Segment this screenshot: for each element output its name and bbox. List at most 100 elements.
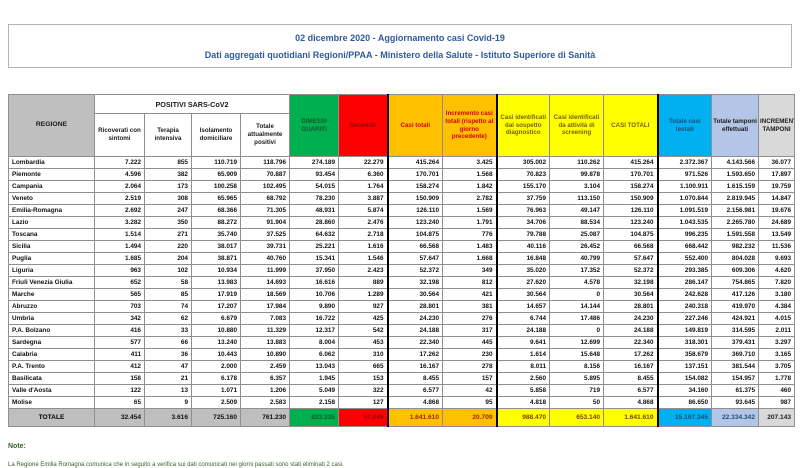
value-cell: 5.895	[549, 372, 605, 385]
value-cell: 1.483	[442, 240, 498, 253]
col-header-regione: REGIONE	[8, 94, 95, 157]
value-cell: 2.459	[239, 360, 291, 373]
value-cell: 30.564	[603, 288, 659, 301]
value-cell: 102.495	[239, 180, 291, 193]
col-header-terapia-intensiva: Terapia intensiva	[144, 113, 192, 157]
value-cell: 74	[144, 300, 192, 313]
value-cell: 122	[94, 384, 145, 397]
region-name: Valle d'Aosta	[8, 384, 95, 397]
region-name: Abruzzo	[8, 300, 95, 313]
value-cell: 123.240	[603, 216, 659, 229]
region-name: P.A. Bolzano	[8, 324, 95, 337]
value-cell: 6.744	[495, 312, 551, 325]
value-cell: 7.820	[758, 276, 796, 289]
value-cell: 85	[144, 288, 192, 301]
value-cell: 271	[144, 228, 192, 241]
value-cell: 318.301	[656, 336, 713, 349]
table-row: Toscana 1.514 271 35.740 37.525 64.632 2.718 10…	[8, 228, 796, 241]
value-cell: 65.965	[191, 192, 241, 205]
value-cell: 22.279	[338, 156, 389, 169]
value-cell: 15.341	[289, 252, 340, 265]
value-cell: 16.167	[386, 360, 444, 373]
value-cell: 1.842	[442, 180, 498, 193]
value-cell: 13.549	[758, 228, 796, 241]
value-cell: 10.934	[191, 264, 241, 277]
col-header-screening: Casi identificati da attività di screeni…	[549, 94, 605, 157]
value-cell: 13.240	[191, 336, 241, 349]
value-cell: 2.583	[239, 396, 291, 409]
value-cell: 1.764	[338, 180, 389, 193]
col-header-dimessi-guariti: DIMESSI GUARITI	[289, 94, 340, 157]
value-cell: 24.230	[386, 312, 444, 325]
value-cell: 2.519	[94, 192, 145, 205]
region-name: P.A. Trento	[8, 360, 95, 373]
value-cell: 6.178	[191, 372, 241, 385]
value-cell: 314.595	[711, 324, 760, 337]
value-cell: 100.258	[191, 180, 241, 193]
value-cell: 1.591.558	[711, 228, 760, 241]
value-cell: 419.970	[711, 300, 760, 313]
value-cell: 2.692	[94, 204, 145, 217]
value-cell: 11.999	[239, 264, 291, 277]
value-cell: 2.158	[289, 396, 340, 409]
value-cell: 13.043	[289, 360, 340, 373]
value-cell: 1.568	[442, 168, 498, 181]
value-cell: 2.819.945	[711, 192, 760, 205]
total-value-cell: 1.641.610	[603, 408, 659, 427]
value-cell: 4.868	[603, 396, 659, 409]
value-cell: 28.801	[386, 300, 444, 313]
value-cell: 971.526	[656, 168, 713, 181]
value-cell: 24.188	[495, 324, 551, 337]
value-cell: 150.909	[603, 192, 659, 205]
region-name: Liguria	[8, 264, 95, 277]
value-cell: 703	[94, 300, 145, 313]
value-cell: 4.596	[94, 168, 145, 181]
table-row: Valle d'Aosta 122 13 1.071 1.206 5.049 322 6.57…	[8, 384, 796, 397]
value-cell: 54.015	[289, 180, 340, 193]
value-cell: 13.883	[239, 336, 291, 349]
value-cell: 2.423	[338, 264, 389, 277]
value-cell: 68.366	[191, 204, 241, 217]
value-cell: 1.100.911	[656, 180, 713, 193]
value-cell: 996.235	[656, 228, 713, 241]
total-value-cell: 3.616	[144, 408, 192, 427]
value-cell: 64.632	[289, 228, 340, 241]
value-cell: 2.509	[191, 396, 241, 409]
value-cell: 66.568	[386, 240, 444, 253]
value-cell: 1.546	[338, 252, 389, 265]
table-row: Veneto 2.519 308 65.965 68.792 78.230 3.887 150…	[8, 192, 796, 205]
value-cell: 4.143.566	[711, 156, 760, 169]
value-cell: 542	[338, 324, 389, 337]
value-cell: 8.455	[386, 372, 444, 385]
value-cell: 6.357	[239, 372, 291, 385]
region-name: Molise	[8, 396, 95, 409]
value-cell: 57.647	[386, 252, 444, 265]
value-cell: 3.104	[549, 180, 605, 193]
table-row: Marche 565 85 17.919 18.569 10.706 1.289 30.564…	[8, 288, 796, 301]
total-label: TOTALE	[8, 408, 95, 427]
total-value-cell: 32.454	[94, 408, 145, 427]
value-cell: 5.858	[495, 384, 551, 397]
value-cell: 16.167	[603, 360, 659, 373]
total-row: TOTALE 32.454 3.616 725.160 761.230 823.335 57…	[8, 408, 796, 427]
value-cell: 34.160	[656, 384, 713, 397]
value-cell: 61.375	[711, 384, 760, 397]
value-cell: 4.015	[758, 312, 796, 325]
total-value-cell: 761.230	[239, 408, 291, 427]
value-cell: 48.931	[289, 204, 340, 217]
col-header-incremento-casi: Incremento casi totali (rispetto al gior…	[442, 94, 498, 157]
value-cell: 4.578	[549, 276, 605, 289]
value-cell: 247	[144, 204, 192, 217]
value-cell: 93.645	[711, 396, 760, 409]
value-cell: 30.564	[386, 288, 444, 301]
table-row: Piemonte 4.596 382 65.909 70.887 93.454 6.360 1…	[8, 168, 796, 181]
value-cell: 32.198	[603, 276, 659, 289]
value-cell: 10.706	[289, 288, 340, 301]
value-cell: 104.875	[603, 228, 659, 241]
value-cell: 4.868	[386, 396, 444, 409]
value-cell: 37.950	[289, 264, 340, 277]
value-cell: 855	[144, 156, 192, 169]
table-row: Campania 2.064 173 100.258 102.495 54.015 1.76…	[8, 180, 796, 193]
value-cell: 220	[144, 240, 192, 253]
value-cell: 25.221	[289, 240, 340, 253]
